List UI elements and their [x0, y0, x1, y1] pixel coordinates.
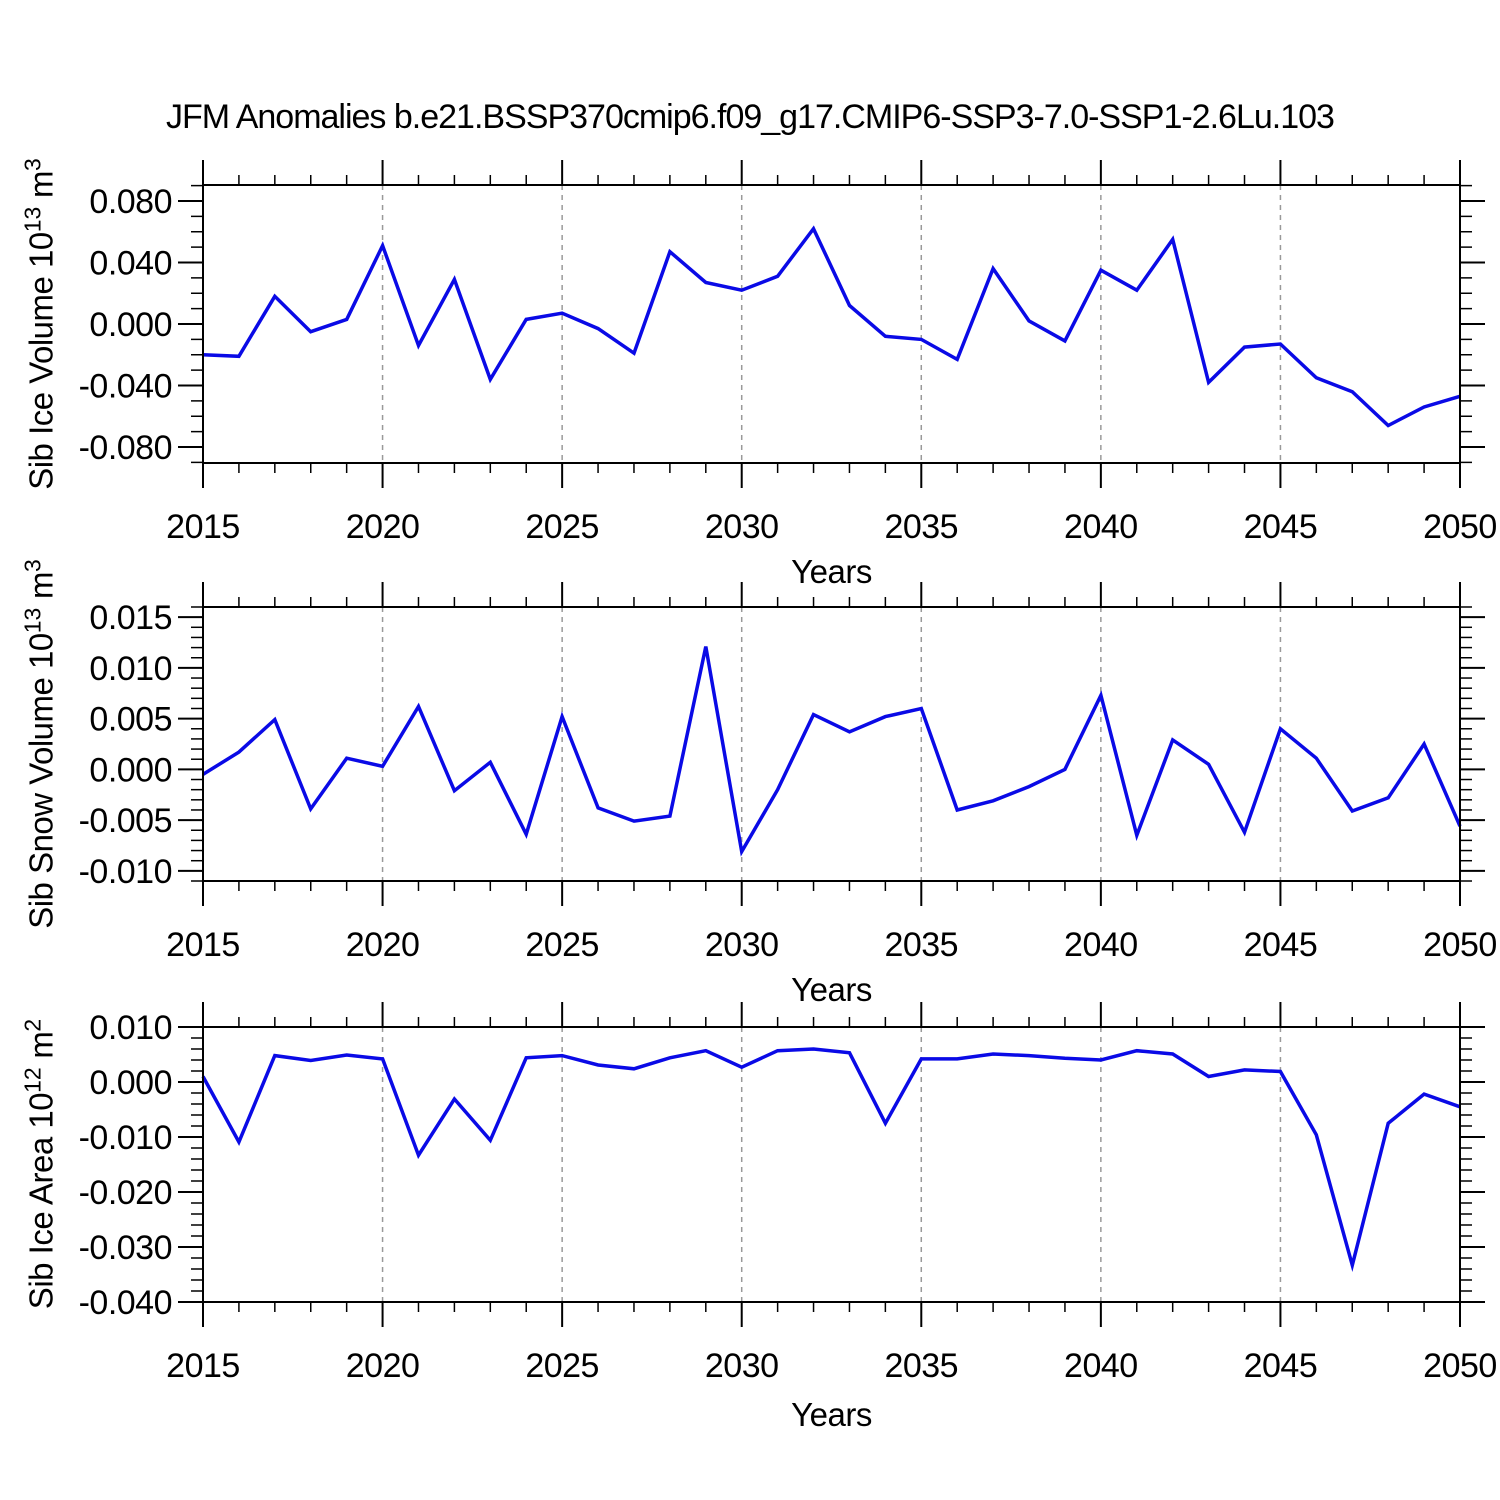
y-tick-label--0.030: -0.030	[79, 1229, 172, 1267]
y-tick-label--0.040: -0.040	[79, 368, 172, 406]
sib-ice-volume-line	[202, 225, 1461, 428]
y-axis-title-ice-area: Sib Ice Area 1012 m2	[20, 1019, 61, 1309]
y-tick-label-0.010: 0.010	[89, 650, 172, 688]
y-tick-label-0.010: 0.010	[89, 1009, 172, 1047]
y-tick-label--0.010: -0.010	[79, 1119, 172, 1157]
x-ticks	[202, 160, 1461, 488]
unit-exponent: 3	[19, 559, 46, 572]
y-ticks	[178, 184, 1485, 464]
x-tick-label-2015: 2015	[166, 1347, 240, 1385]
y-axis-title-text: Sib Ice Volume 10	[22, 232, 60, 490]
y-tick-label-0.015: 0.015	[89, 599, 172, 637]
x-tick-label-2040: 2040	[1064, 508, 1138, 546]
sib-ice-volume-chart: 2015 2020 2025 2030 2035 2040 2045 2050 0.080 0.0…	[79, 160, 1497, 546]
exponent: 13	[19, 607, 46, 634]
x-ticks	[202, 582, 1461, 906]
y-axis-title-ice-volume: Sib Ice Volume 1013 m3	[20, 158, 61, 490]
x-tick-label-2035: 2035	[884, 926, 958, 964]
x-tick-label-2050: 2050	[1423, 926, 1497, 964]
exponent: 12	[19, 1067, 46, 1093]
sib-ice-area-line	[201, 1047, 1461, 1273]
x-tick-label-2025: 2025	[525, 1347, 599, 1385]
x-tick-label-2030: 2030	[705, 1347, 779, 1385]
y-tick-label-0.000: 0.000	[89, 751, 172, 789]
y-tick-label-0.040: 0.040	[89, 244, 172, 282]
unit-exponent: 2	[19, 1018, 46, 1032]
x-axis-title-top: Years	[791, 553, 872, 590]
x-tick-label-2015: 2015	[166, 926, 240, 964]
x-tick-label-2035: 2035	[884, 508, 958, 546]
unit: m	[22, 572, 60, 608]
y-tick-label--0.040: -0.040	[79, 1284, 172, 1322]
x-axis-title-middle: Years	[791, 971, 872, 1008]
x-tick-label-2020: 2020	[346, 926, 420, 964]
x-tick-label-2035: 2035	[884, 1347, 958, 1385]
sib-ice-area-chart: 2015 2020 2025 2030 2035 2040 2045 2050 0.010 0.0…	[79, 1002, 1497, 1385]
x-tick-label-2025: 2025	[525, 926, 599, 964]
x-tick-label-2045: 2045	[1244, 508, 1318, 546]
sib-snow-volume-chart: 2015 2020 2025 2030 2035 2040 2045 2050 0.015 0.0…	[79, 582, 1497, 964]
x-tick-label-2030: 2030	[705, 508, 779, 546]
x-tick-label-2015: 2015	[166, 508, 240, 546]
x-ticks	[202, 1002, 1461, 1327]
plot-frame	[202, 1026, 1461, 1303]
sib-snow-volume-line	[202, 646, 1462, 857]
unit: m	[22, 1031, 60, 1068]
plot-frame	[202, 606, 1461, 882]
y-tick-label-0.000: 0.000	[89, 1064, 172, 1102]
x-tick-label-2040: 2040	[1064, 1347, 1138, 1385]
y-ticks	[178, 1026, 1485, 1303]
y-tick-label--0.020: -0.020	[79, 1174, 172, 1212]
x-tick-label-2025: 2025	[525, 508, 599, 546]
y-axis-title-text: Sib Ice Area 10	[22, 1092, 60, 1310]
exponent: 13	[19, 206, 46, 233]
y-tick-label-0.000: 0.000	[89, 306, 172, 344]
unit: m	[22, 171, 60, 207]
x-tick-label-2050: 2050	[1423, 1347, 1497, 1385]
y-axis-title-snow-volume: Sib Snow Volume 1013 m3	[20, 559, 61, 929]
y-ticks	[178, 606, 1485, 882]
y-axis-title-text: Sib Snow Volume 10	[22, 633, 60, 929]
y-tick-label--0.080: -0.080	[79, 429, 172, 467]
x-tick-label-2045: 2045	[1244, 1347, 1318, 1385]
y-tick-label--0.010: -0.010	[79, 853, 172, 891]
x-axis-title-bottom: Years	[791, 1396, 872, 1433]
y-tick-label--0.005: -0.005	[79, 802, 172, 840]
x-tick-label-2040: 2040	[1064, 926, 1138, 964]
x-tick-label-2020: 2020	[346, 1347, 420, 1385]
x-tick-label-2045: 2045	[1244, 926, 1318, 964]
unit-exponent: 3	[19, 158, 46, 172]
y-tick-label-0.005: 0.005	[89, 701, 172, 739]
plot-frame	[202, 184, 1461, 464]
x-tick-label-2030: 2030	[705, 926, 779, 964]
x-tick-label-2020: 2020	[346, 508, 420, 546]
page-title: JFM Anomalies b.e21.BSSP370cmip6.f09_g17…	[166, 98, 1335, 136]
y-tick-label-0.080: 0.080	[89, 183, 172, 221]
x-tick-label-2050: 2050	[1423, 508, 1497, 546]
